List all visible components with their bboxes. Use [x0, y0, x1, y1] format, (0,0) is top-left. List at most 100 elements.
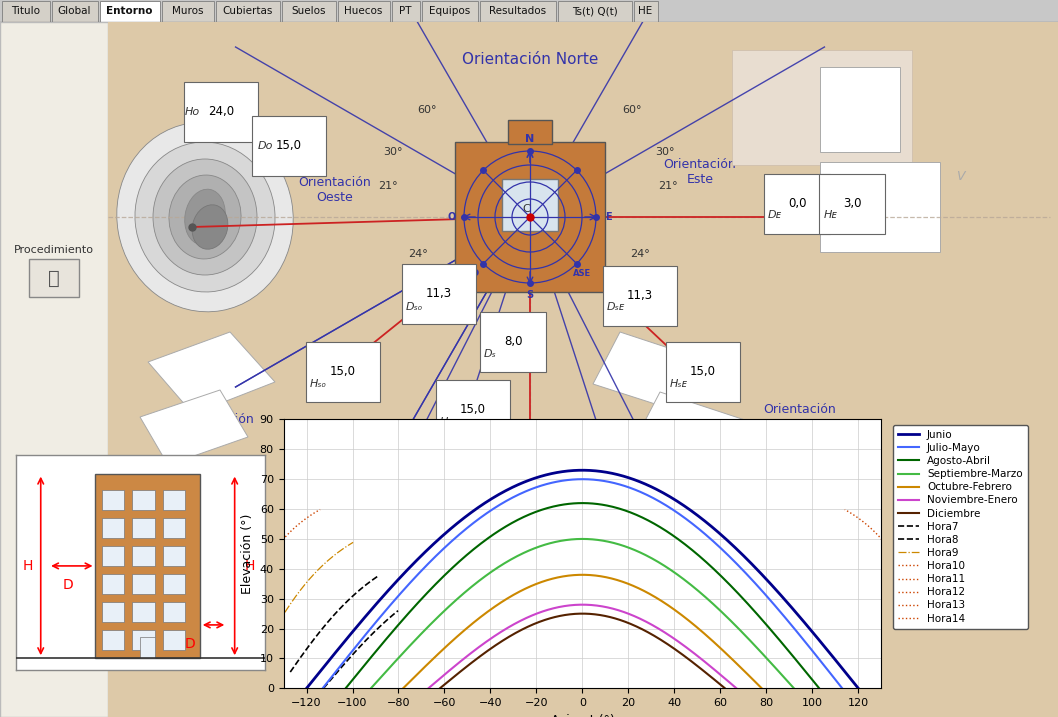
Text: Orientación
Sureste: Orientación Sureste — [764, 403, 837, 431]
Text: 11,3: 11,3 — [627, 290, 653, 303]
Text: Resultados: Resultados — [489, 6, 546, 16]
FancyBboxPatch shape — [281, 1, 335, 22]
Bar — [732, 50, 912, 165]
Bar — [501, 179, 558, 231]
FancyBboxPatch shape — [338, 1, 389, 22]
Ellipse shape — [185, 189, 225, 244]
Legend: Junio, Julio-Mayo, Agosto-Abril, Septiembre-Marzo, Octubre-Febrero, Noviembre-En: Junio, Julio-Mayo, Agosto-Abril, Septiem… — [893, 424, 1027, 629]
Text: 18°: 18° — [470, 280, 490, 290]
Text: H: H — [23, 559, 33, 573]
Text: 24,0: 24,0 — [208, 105, 234, 118]
Text: 15,0: 15,0 — [330, 366, 355, 379]
Ellipse shape — [193, 205, 227, 250]
Ellipse shape — [169, 175, 241, 259]
Ellipse shape — [116, 122, 293, 312]
Bar — [163, 602, 185, 622]
Text: Suelos: Suelos — [291, 6, 326, 16]
Bar — [132, 574, 154, 594]
FancyBboxPatch shape — [1, 1, 50, 22]
Text: V: V — [331, 376, 340, 389]
Text: Procedimiento: Procedimiento — [14, 245, 94, 255]
Text: Dₛᴇ: Dₛᴇ — [607, 302, 625, 312]
Text: Dᴇ: Dᴇ — [768, 210, 782, 220]
Bar — [132, 490, 154, 510]
Text: III: III — [694, 371, 706, 384]
Text: S: S — [527, 290, 533, 300]
Text: Equipos: Equipos — [428, 6, 470, 16]
Text: Hₛᴇ: Hₛᴇ — [670, 379, 688, 389]
Text: 27°: 27° — [609, 275, 628, 285]
Text: 27°: 27° — [431, 275, 450, 285]
Text: Hₛ: Hₛ — [440, 417, 453, 427]
Text: VII: VII — [852, 235, 868, 249]
Polygon shape — [635, 392, 745, 467]
Bar — [132, 518, 154, 538]
Bar — [102, 602, 124, 622]
Text: SO: SO — [464, 268, 479, 277]
Text: Titulo: Titulo — [11, 6, 40, 16]
Y-axis label: Elevación (°): Elevación (°) — [241, 513, 254, 594]
FancyBboxPatch shape — [421, 1, 477, 22]
FancyBboxPatch shape — [391, 1, 420, 22]
Text: 3,0: 3,0 — [843, 197, 861, 211]
Text: V: V — [955, 171, 964, 184]
Text: 21°: 21° — [378, 181, 398, 191]
Text: Huecos: Huecos — [344, 6, 383, 16]
Text: Dₛ: Dₛ — [484, 349, 497, 359]
Text: 24°: 24° — [408, 249, 427, 259]
Bar — [820, 67, 900, 152]
Bar — [163, 518, 185, 538]
FancyBboxPatch shape — [479, 1, 555, 22]
Text: N: N — [526, 134, 534, 144]
Text: 21°: 21° — [658, 181, 678, 191]
FancyBboxPatch shape — [52, 1, 97, 22]
FancyBboxPatch shape — [162, 1, 214, 22]
Text: Hₛₒ: Hₛₒ — [310, 379, 327, 389]
FancyBboxPatch shape — [99, 1, 160, 22]
Text: 60°: 60° — [417, 105, 437, 115]
Text: 30°: 30° — [383, 147, 403, 157]
Text: Entorno: Entorno — [106, 6, 152, 16]
FancyBboxPatch shape — [558, 1, 632, 22]
Bar — [132, 630, 154, 650]
Text: Orientación
Suroeste: Orientación Suroeste — [182, 413, 254, 441]
Bar — [108, 22, 1058, 717]
Text: Global: Global — [58, 6, 91, 16]
Bar — [163, 574, 185, 594]
Text: 15,0: 15,0 — [460, 404, 486, 417]
Bar — [102, 546, 124, 566]
FancyBboxPatch shape — [216, 1, 279, 22]
FancyBboxPatch shape — [634, 1, 657, 22]
Bar — [102, 518, 124, 538]
Text: Do: Do — [258, 141, 273, 151]
Text: III: III — [864, 87, 876, 100]
FancyBboxPatch shape — [16, 455, 264, 670]
Text: 30°: 30° — [655, 147, 675, 157]
Bar — [132, 546, 154, 566]
Text: 60°: 60° — [622, 105, 642, 115]
Text: 18°: 18° — [571, 280, 590, 290]
Text: HE: HE — [638, 6, 653, 16]
Text: IV: IV — [634, 430, 646, 444]
Text: 8,0: 8,0 — [504, 336, 523, 348]
Text: D: D — [62, 578, 73, 592]
Bar — [163, 630, 185, 650]
Text: Ho: Ho — [185, 107, 200, 117]
Bar — [508, 120, 552, 144]
Bar — [820, 162, 940, 252]
Text: C: C — [523, 204, 530, 214]
Text: D: D — [184, 637, 196, 651]
Ellipse shape — [135, 142, 275, 292]
FancyBboxPatch shape — [29, 259, 79, 297]
Text: E: E — [605, 212, 612, 222]
Text: Muros: Muros — [171, 6, 203, 16]
Text: Orientación
Oeste: Orientación Oeste — [298, 176, 371, 204]
Text: Orientación
Este: Orientación Este — [663, 158, 736, 186]
Bar — [132, 602, 154, 622]
Text: 0,0: 0,0 — [788, 197, 806, 211]
Text: Orientación Norte: Orientación Norte — [461, 52, 598, 67]
Polygon shape — [140, 390, 248, 465]
Text: 24°: 24° — [631, 249, 650, 259]
Text: Dₛₒ: Dₛₒ — [406, 302, 423, 312]
Text: 11,3: 11,3 — [426, 288, 452, 300]
